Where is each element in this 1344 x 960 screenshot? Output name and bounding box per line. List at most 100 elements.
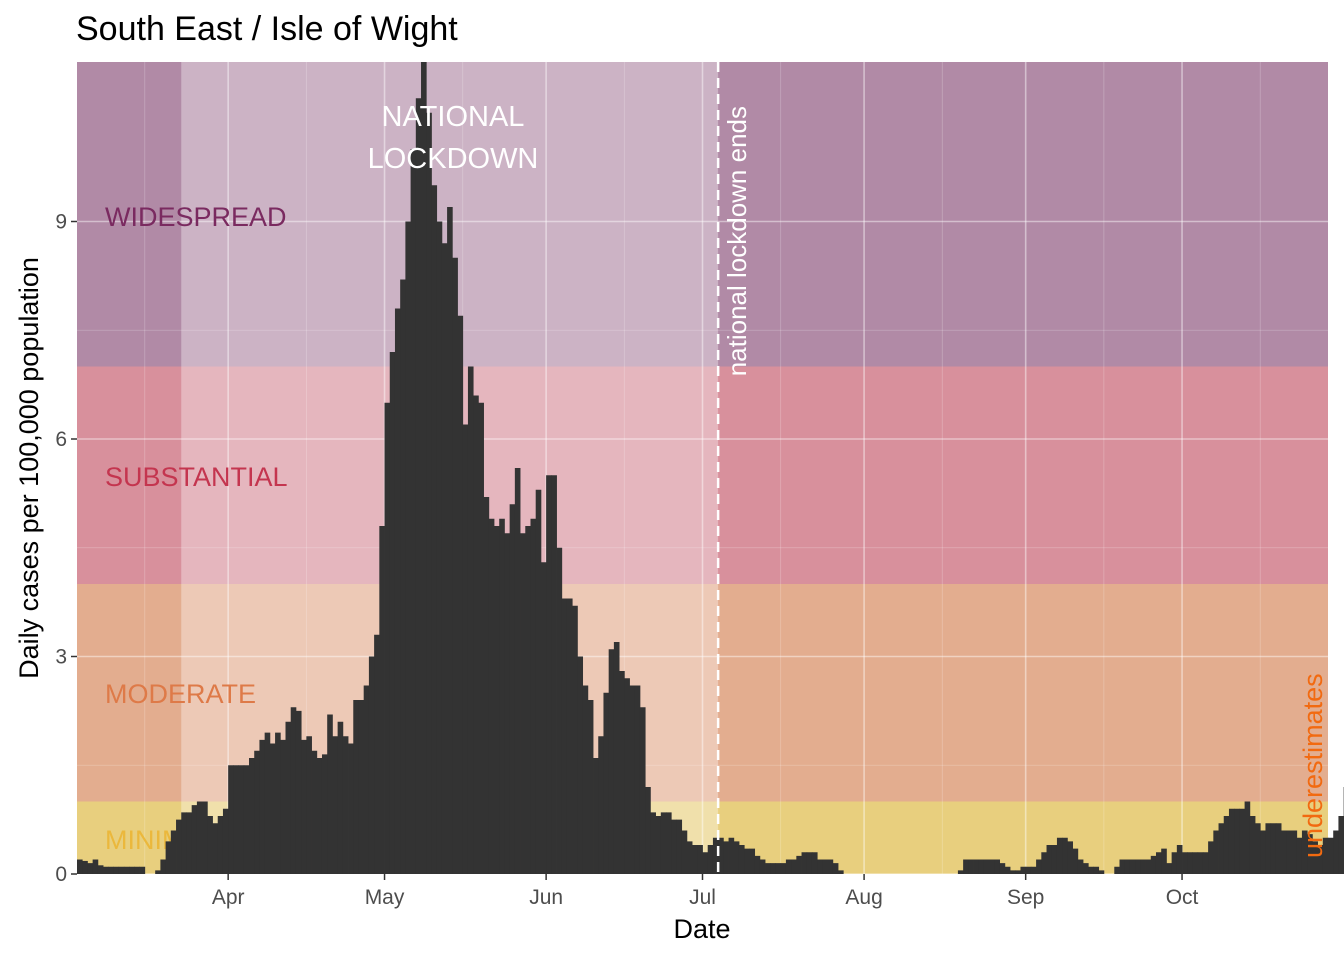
- bar: [624, 678, 630, 874]
- bar: [1328, 837, 1334, 874]
- lockdown-label-line: NATIONAL: [382, 101, 525, 133]
- y-tick-label: 6: [55, 428, 67, 451]
- bar: [243, 765, 250, 874]
- bar: [1260, 830, 1266, 874]
- bar: [1056, 837, 1063, 874]
- bar: [1312, 841, 1318, 874]
- bar: [368, 656, 375, 874]
- bar: [572, 605, 578, 874]
- bar: [170, 830, 177, 874]
- y-tick-label: 0: [55, 863, 67, 886]
- bar: [968, 859, 974, 874]
- bar: [264, 732, 271, 874]
- bar: [582, 685, 589, 874]
- bar: [1140, 859, 1146, 874]
- bar: [587, 700, 594, 874]
- bar: [1187, 852, 1193, 874]
- bar: [1291, 830, 1298, 874]
- bar: [348, 743, 354, 874]
- bar: [426, 112, 432, 874]
- bar: [1046, 845, 1053, 874]
- bar: [410, 149, 417, 874]
- bar: [702, 852, 709, 874]
- bar: [301, 739, 307, 874]
- bar: [321, 754, 328, 874]
- bar: [749, 848, 756, 874]
- bar: [1088, 866, 1094, 874]
- bar: [827, 859, 834, 874]
- bar: [983, 859, 990, 874]
- y-axis-title: Daily cases per 100,000 population: [14, 257, 44, 679]
- bar: [1030, 866, 1037, 874]
- bar: [1025, 866, 1032, 874]
- underestimates-label: underestimates: [1298, 673, 1328, 858]
- bar: [1182, 852, 1188, 874]
- bar: [686, 841, 693, 874]
- bar: [181, 812, 187, 874]
- bar: [1161, 848, 1167, 874]
- x-axis-title: Date: [673, 914, 730, 944]
- bar: [785, 859, 792, 874]
- bar: [1228, 808, 1235, 874]
- bar: [467, 366, 474, 874]
- bar: [1244, 801, 1251, 874]
- bar: [222, 808, 229, 874]
- bar: [593, 758, 599, 874]
- bar: [1072, 848, 1079, 874]
- bar: [660, 812, 667, 874]
- bar: [285, 721, 292, 874]
- bar: [254, 750, 260, 874]
- bar: [1249, 816, 1256, 874]
- bar: [384, 402, 391, 874]
- bar: [619, 671, 625, 874]
- bar: [1218, 823, 1225, 874]
- bar: [123, 866, 130, 874]
- bar: [238, 765, 245, 874]
- bar: [160, 859, 167, 874]
- bar: [1166, 863, 1173, 874]
- bar: [613, 642, 620, 874]
- bar: [957, 870, 964, 874]
- bar: [332, 736, 339, 874]
- bar: [1155, 852, 1162, 874]
- bar: [546, 475, 552, 874]
- x-tick-label: Oct: [1166, 886, 1199, 909]
- bar: [129, 866, 135, 874]
- bar: [520, 533, 526, 874]
- bar: [530, 518, 537, 874]
- bar: [1004, 866, 1011, 874]
- bar: [666, 812, 672, 874]
- bar: [228, 765, 234, 874]
- bar: [1077, 859, 1084, 874]
- bar: [796, 855, 802, 874]
- bar: [374, 634, 380, 874]
- bar: [791, 859, 797, 874]
- lockdown-end-label: national lockdown ends: [722, 106, 752, 376]
- bar: [1124, 859, 1131, 874]
- bars: [77, 62, 1344, 874]
- bar: [676, 819, 683, 874]
- bar: [754, 855, 761, 874]
- bar: [103, 866, 109, 874]
- y-tick-label: 3: [55, 646, 67, 669]
- bar: [770, 863, 776, 874]
- bar: [217, 816, 224, 874]
- bar: [1020, 866, 1027, 874]
- bar: [707, 845, 714, 874]
- bar: [1322, 837, 1329, 874]
- bar: [1098, 870, 1105, 874]
- bar: [681, 830, 688, 874]
- bar: [290, 707, 297, 874]
- bar: [457, 315, 464, 874]
- bar: [155, 870, 161, 874]
- bar: [629, 685, 636, 874]
- bar: [645, 787, 651, 874]
- bar: [1150, 855, 1157, 874]
- bar: [1051, 845, 1058, 874]
- bar: [421, 62, 427, 874]
- bar: [1239, 808, 1245, 874]
- bar: [973, 859, 980, 874]
- bar: [259, 739, 266, 874]
- bar: [801, 852, 808, 874]
